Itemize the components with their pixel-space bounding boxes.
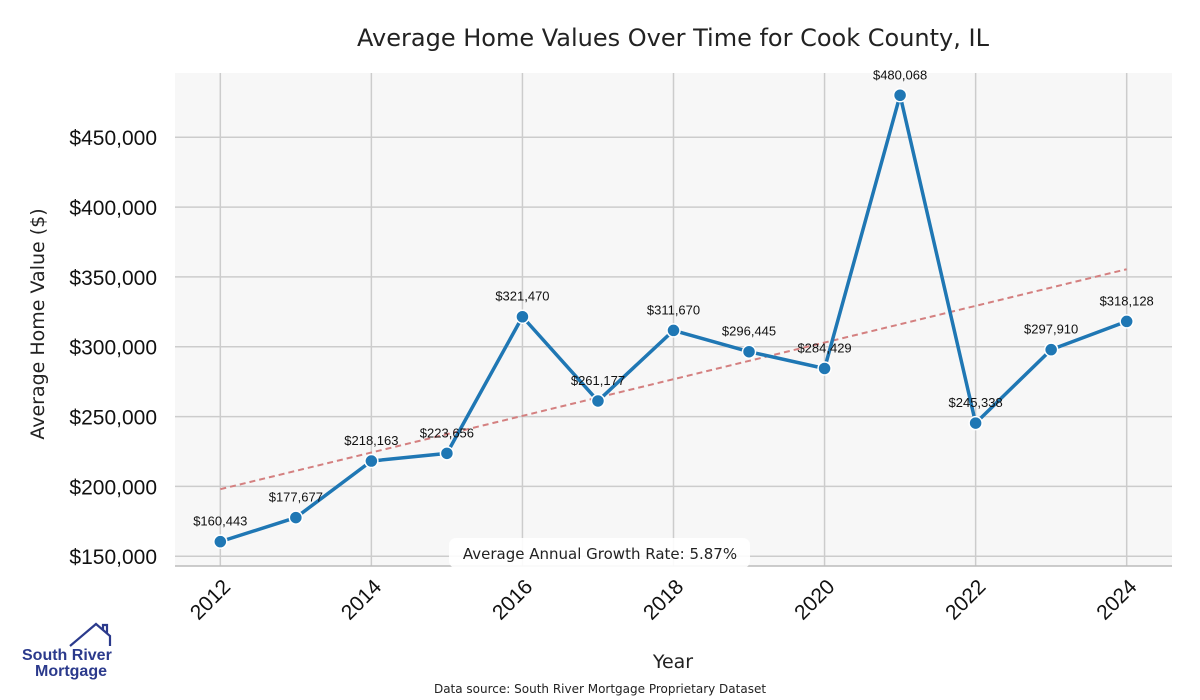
logo-line2: Mortgage [35,663,107,680]
data-point [741,344,757,359]
y-tick-label: $200,000 [69,476,157,499]
logo-line1: South River [22,647,112,664]
x-tick-label: 2022 [941,575,990,624]
data-point [213,534,228,549]
x-tick-label: 2018 [639,575,688,624]
data-point [1043,342,1059,357]
x-tick-label: 2014 [337,575,387,625]
y-tick-labels: $150,000 $200,000 $250,000 $300,000 $350,000… [69,127,157,569]
data-label: $480,068 [873,67,927,82]
annotation-text: Average Annual Growth Rate: 5.87% [463,545,737,563]
annotation-box [449,538,750,568]
data-point [1119,314,1134,329]
y-axis-label: Average Home Value ($) [27,208,49,439]
y-tick-label: $400,000 [69,197,157,220]
x-tick-label: 2020 [790,575,839,624]
data-label: $261,177 [571,373,625,388]
y-tick-label: $450,000 [69,127,157,150]
data-label: $284,429 [797,340,851,355]
x-tick-label: 2016 [488,575,537,624]
house-roof-icon [69,622,112,647]
y-tick-label: $300,000 [69,337,157,360]
logo: South River Mortgage [22,622,112,680]
data-label: $160,443 [193,514,247,529]
data-point [515,309,530,324]
data-label: $311,670 [647,302,700,317]
data-point [364,453,379,469]
data-label: $177,677 [269,490,323,505]
data-point [817,361,832,376]
y-tick-label: $350,000 [69,267,157,290]
x-tick-labels: 2012 2014 2016 2018 2020 2022 2024 [186,575,1142,625]
data-labels: $160,443 $177,677 $218,163 $223,656 $321,470… [193,67,1154,528]
x-tick-label: 2024 [1092,575,1142,625]
data-label: $296,445 [722,324,776,339]
x-tick-label: 2012 [186,575,235,624]
y-tick-label: $150,000 [69,546,157,569]
data-label: $297,910 [1024,322,1078,337]
growth-rate-annotation: Average Annual Growth Rate: 5.87% [449,538,750,568]
data-point [666,323,681,338]
data-label: $318,128 [1100,293,1154,308]
data-point [439,446,455,461]
data-point [590,393,606,409]
data-point [968,415,983,431]
data-label: $218,163 [344,433,398,448]
data-source: Data source: South River Mortgage Propri… [434,682,766,696]
chart-title: Average Home Values Over Time for Cook C… [357,24,990,52]
trend-line [220,268,1127,491]
data-points [213,88,1134,549]
x-axis-label: Year [652,651,693,673]
data-point [288,510,304,525]
data-label: $223,656 [420,425,474,440]
data-label: $245,338 [949,395,1003,410]
data-point [892,88,908,103]
data-label: $321,470 [495,289,549,304]
y-tick-label: $250,000 [69,407,157,430]
